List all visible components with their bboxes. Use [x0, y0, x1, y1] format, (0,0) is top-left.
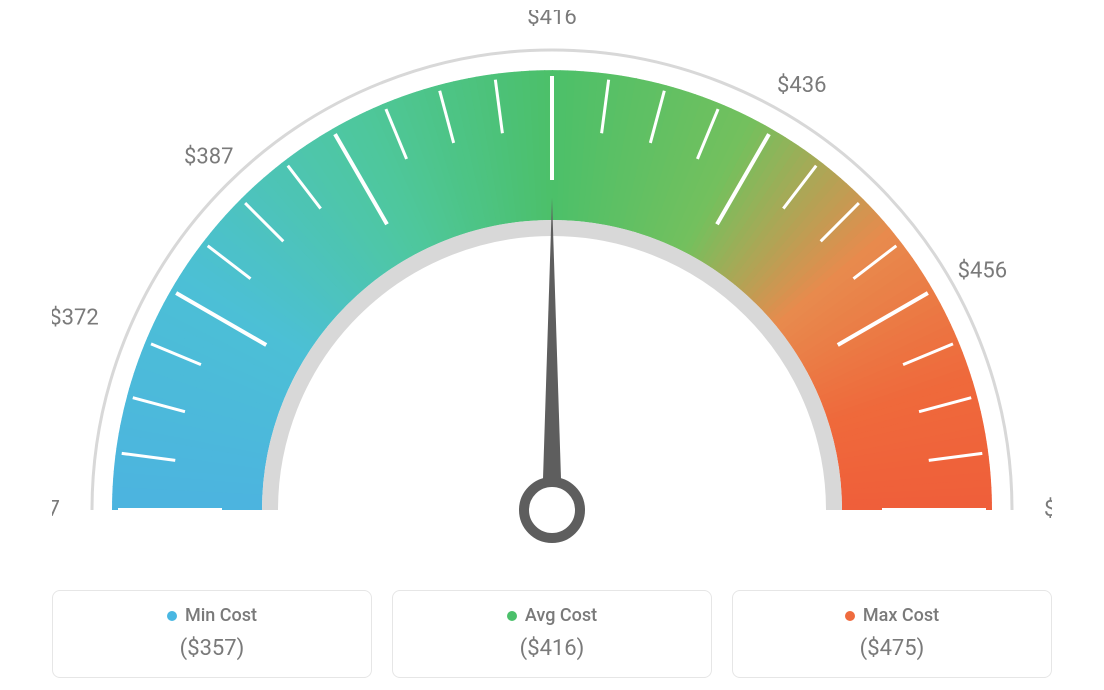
legend-dot-avg	[507, 611, 517, 621]
svg-text:$475: $475	[1044, 497, 1052, 522]
legend-row: Min Cost ($357) Avg Cost ($416) Max Cost…	[52, 590, 1052, 678]
legend-value-max: ($475)	[743, 636, 1041, 661]
legend-label-min: Min Cost	[185, 605, 257, 626]
legend-card-avg: Avg Cost ($416)	[392, 590, 712, 678]
legend-value-min: ($357)	[63, 636, 361, 661]
gauge-svg: $357 $372 $387 $416 $436 $456 $475	[52, 10, 1052, 570]
gauge-needle	[524, 198, 580, 538]
svg-text:$436: $436	[777, 73, 826, 98]
svg-text:$416: $416	[527, 10, 576, 30]
svg-text:$456: $456	[958, 259, 1007, 284]
legend-dot-min	[167, 611, 177, 621]
legend-card-min: Min Cost ($357)	[52, 590, 372, 678]
svg-text:$387: $387	[184, 145, 233, 170]
legend-dot-max	[845, 611, 855, 621]
legend-label-avg: Avg Cost	[525, 605, 597, 626]
svg-text:$372: $372	[52, 306, 99, 331]
legend-label-max: Max Cost	[863, 605, 939, 626]
gauge-chart: $357 $372 $387 $416 $436 $456 $475	[52, 10, 1052, 570]
legend-card-max: Max Cost ($475)	[732, 590, 1052, 678]
legend-value-avg: ($416)	[403, 636, 701, 661]
svg-text:$357: $357	[52, 497, 60, 522]
